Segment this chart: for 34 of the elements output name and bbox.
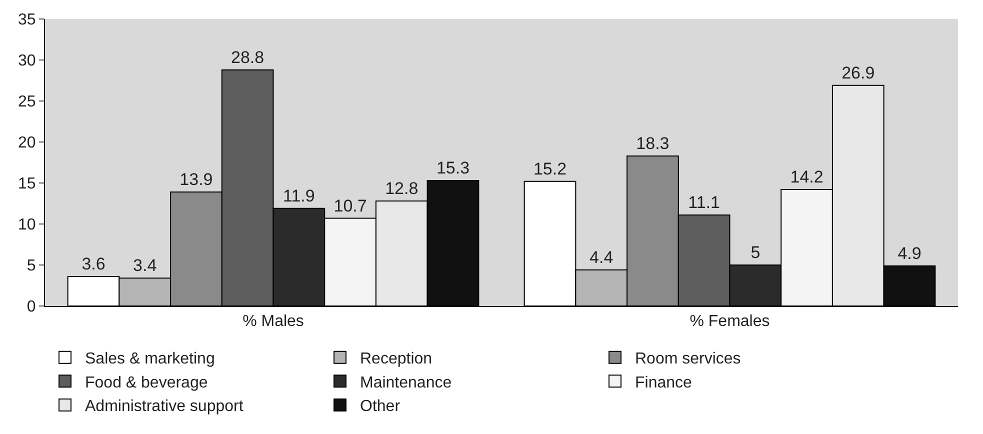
legend-label: Food & beverage [85, 374, 208, 392]
y-tick-label: 5 [26, 258, 36, 275]
data-label: 28.8 [231, 48, 264, 67]
y-tick-label: 20 [18, 134, 36, 152]
data-label: 3.6 [82, 254, 106, 274]
data-label: 4.4 [590, 248, 614, 267]
data-label: 11.1 [688, 192, 720, 212]
y-tick-label: 0 [26, 298, 36, 316]
data-label: 11.9 [283, 186, 315, 206]
legend-label: Room services [635, 350, 741, 368]
data-label: 5 [750, 243, 760, 262]
y-tick-label: 30 [18, 52, 36, 70]
legend-label: Maintenance [360, 374, 452, 392]
legend-label: Other [360, 398, 401, 416]
data-label: 15.3 [436, 158, 470, 178]
x-tick-label: % Females [690, 313, 770, 330]
data-label: 18.3 [636, 134, 670, 153]
data-label: 10.7 [334, 196, 367, 216]
y-tick-label: 10 [18, 216, 36, 234]
data-label: 3.4 [133, 256, 157, 276]
legend-label: Reception [360, 350, 432, 368]
data-label: 12.8 [385, 179, 418, 198]
legend-label: Sales & marketing [85, 350, 215, 368]
data-label: 13.9 [180, 170, 213, 190]
y-tick-label: 25 [18, 94, 36, 111]
data-label: 15.2 [533, 159, 567, 178]
legend-label: Finance [635, 374, 692, 392]
y-tick-label: 15 [18, 176, 36, 193]
data-label: 26.9 [842, 63, 875, 82]
data-label: 14.2 [790, 168, 824, 187]
y-tick-label: 35 [18, 12, 36, 29]
legend-label: Administrative support [85, 398, 244, 416]
data-label: 4.9 [898, 244, 922, 263]
x-tick-label: % Males [242, 313, 304, 330]
